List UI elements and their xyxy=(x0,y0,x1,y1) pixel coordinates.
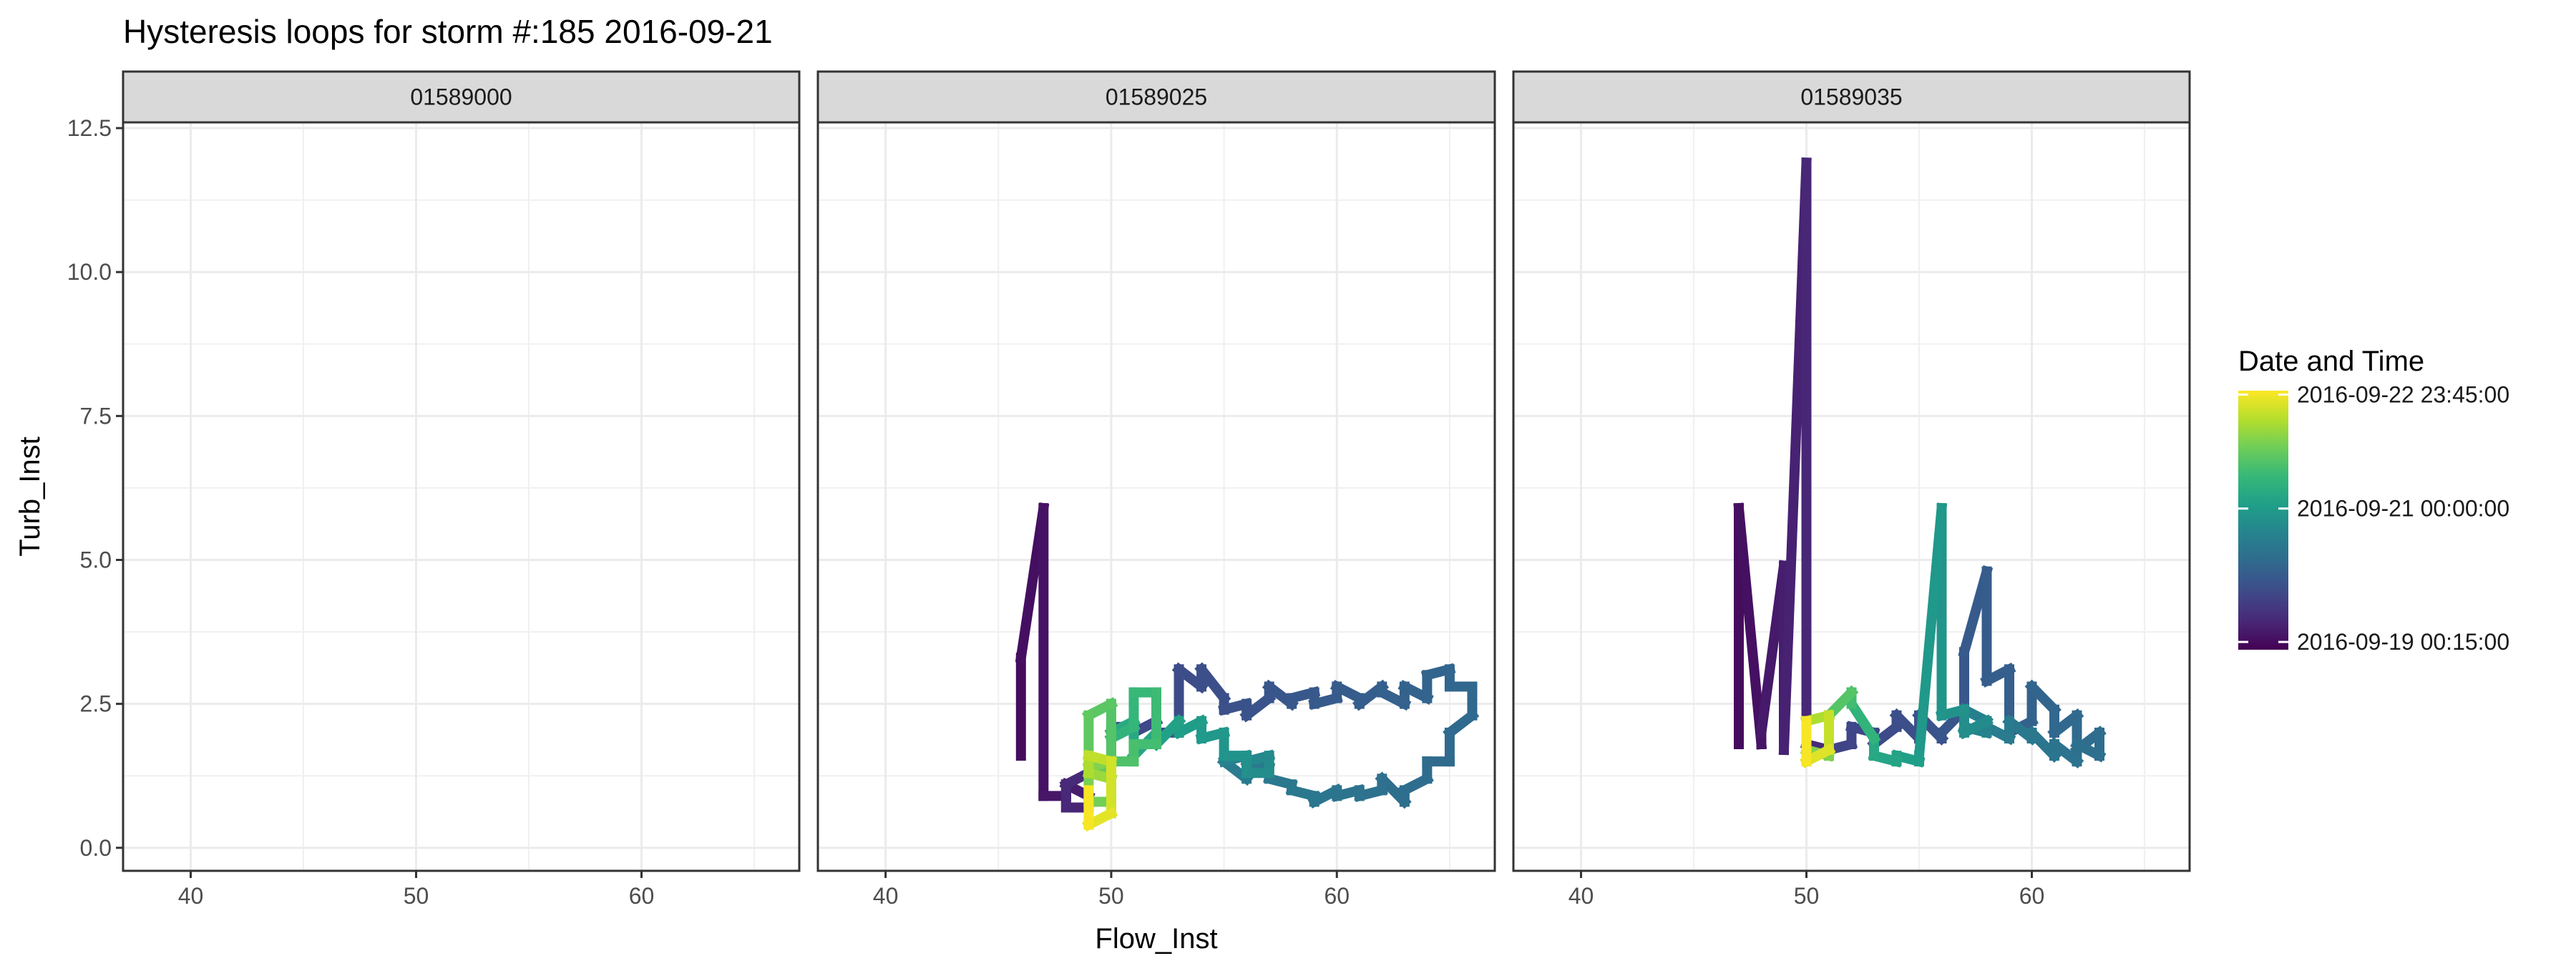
legend-colorbar xyxy=(2238,391,2288,650)
x-axis-title: Flow_Inst xyxy=(1095,923,1217,955)
panel-0: 01589000 40 50 60 0.0 2.5 5.0 7.5 10.0 12.5 xyxy=(67,70,801,909)
panel-series xyxy=(1733,157,2107,769)
facet-strip xyxy=(1512,70,2191,124)
panel-border xyxy=(816,121,1496,872)
facet-strip xyxy=(122,70,801,124)
y-axis-title: Turb_Inst xyxy=(14,436,46,556)
facet-strip-label: 01589025 xyxy=(1106,84,1207,110)
facet-strip xyxy=(816,70,1496,124)
legend-label: 2016-09-21 00:00:00 xyxy=(2297,496,2509,522)
x-tick-label: 60 xyxy=(2019,883,2045,909)
legend-ticks: 2016-09-22 23:45:00 2016-09-21 00:00:00 20… xyxy=(2238,381,2509,655)
x-tick-label: 50 xyxy=(404,883,429,909)
x-tick-label: 40 xyxy=(873,883,899,909)
x-tick-label: 50 xyxy=(1794,883,1820,909)
facet-strip-label: 01589000 xyxy=(410,84,512,110)
facet-strip-label: 01589035 xyxy=(1800,84,1902,110)
x-tick-label: 60 xyxy=(1324,883,1350,909)
x-tick-label: 60 xyxy=(629,883,655,909)
y-tick-label: 2.5 xyxy=(80,691,112,717)
y-tick-label: 7.5 xyxy=(80,403,112,429)
series-segment xyxy=(1733,502,1767,750)
panel-grid xyxy=(123,122,799,871)
panel-border xyxy=(122,121,801,872)
series-segment xyxy=(1844,696,1881,746)
x-tick-label: 40 xyxy=(178,883,204,909)
y-tick-label: 10.0 xyxy=(67,259,112,285)
y-tick-label: 5.0 xyxy=(80,547,112,573)
panel-series xyxy=(1015,502,1480,832)
legend-label: 2016-09-19 00:15:00 xyxy=(2297,629,2509,655)
legend-title: Date and Time xyxy=(2238,346,2424,377)
panel-2: 01589035 40 50 60 xyxy=(1512,70,2191,909)
panel-border xyxy=(1512,121,2191,872)
panel-background xyxy=(123,122,799,871)
panel-background xyxy=(1513,122,2190,871)
x-tick-label: 50 xyxy=(1098,883,1124,909)
series-segment xyxy=(1913,502,1948,761)
y-tick-label: 12.5 xyxy=(67,115,112,141)
panel-1: 01589025 40 50 60 xyxy=(816,70,1496,909)
y-tick-label: 0.0 xyxy=(80,835,112,861)
legend-label: 2016-09-22 23:45:00 xyxy=(2297,381,2509,407)
panel-background xyxy=(818,122,1495,871)
chart-title: Hysteresis loops for storm #:185 2016-09… xyxy=(123,13,773,50)
legend: Date and Time 2016-09-22 23:45:002016-09… xyxy=(2238,346,2509,655)
x-tick-label: 40 xyxy=(1568,883,1594,909)
